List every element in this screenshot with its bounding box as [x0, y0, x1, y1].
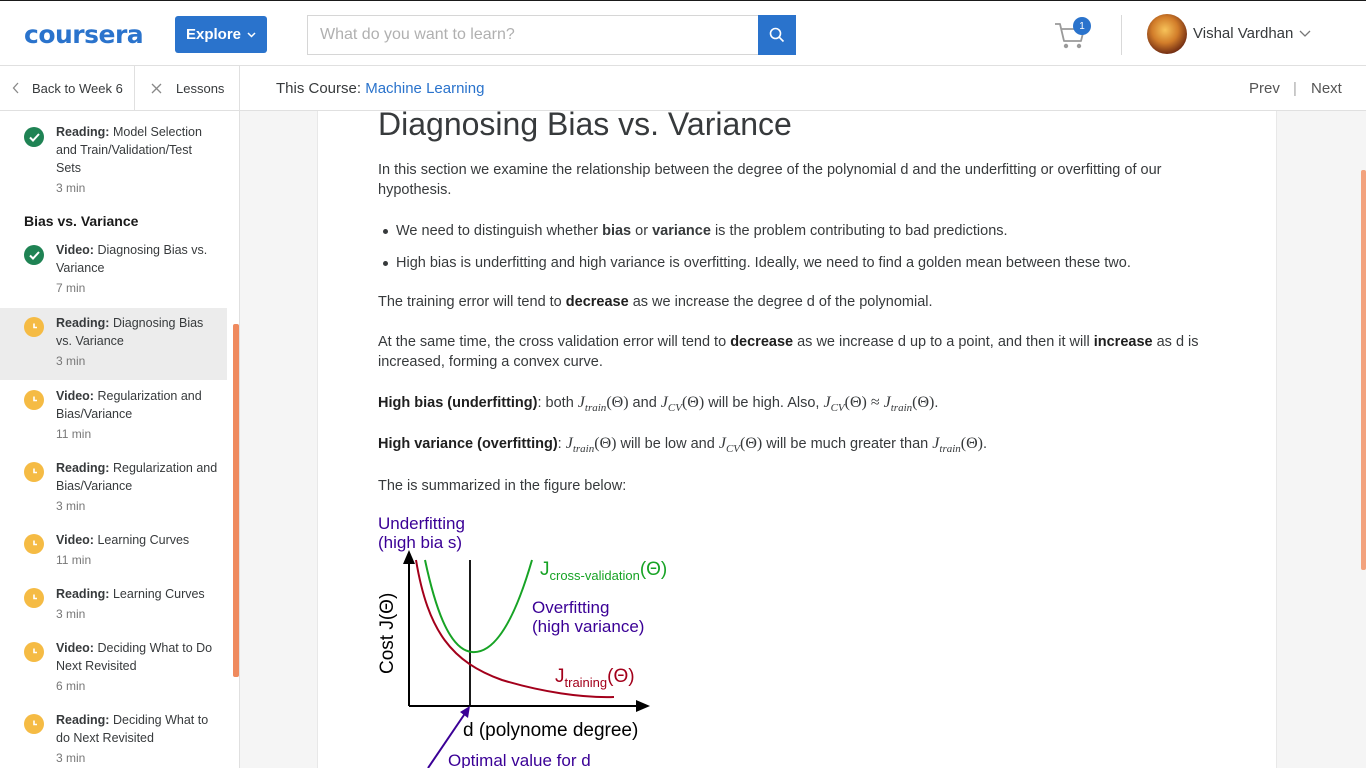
sidebar-item-title: Video: Deciding What to Do Next Revisite… — [56, 641, 213, 673]
sidebar-item-duration: 3 min — [56, 607, 86, 621]
underfitting-sublabel: (high bia s) — [378, 533, 462, 552]
training-label: Jtraining(Θ) — [555, 666, 635, 690]
avatar[interactable] — [1147, 14, 1187, 54]
check-circle-icon — [24, 245, 44, 265]
sidebar-item-duration: 3 min — [56, 751, 86, 765]
sidebar-item-title: Video: Learning Curves — [56, 533, 190, 547]
sidebar-item-duration: 11 min — [56, 427, 92, 441]
chevron-left-icon — [12, 82, 19, 94]
coursera-logo[interactable]: coursera — [24, 20, 144, 49]
lessons-toggle[interactable]: Lessons — [135, 66, 240, 110]
sidebar-item-duration: 3 min — [56, 354, 86, 368]
clock-icon — [24, 390, 44, 410]
cv-error-paragraph: At the same time, the cross validation e… — [378, 334, 1199, 370]
sidebar-item-learning-curves-video[interactable]: Video: Learning Curves 11 min — [0, 531, 227, 575]
page-title: Diagnosing Bias vs. Variance — [378, 106, 792, 142]
sidebar-item-title: Reading: Learning Curves — [56, 587, 205, 601]
close-icon — [151, 83, 162, 93]
search-input[interactable] — [307, 15, 758, 55]
search-icon — [769, 27, 785, 43]
clock-icon — [24, 588, 44, 608]
course-name-link[interactable]: Machine Learning — [365, 80, 485, 97]
training-error-paragraph: The training error will tend to decrease… — [378, 294, 933, 310]
back-to-week-link[interactable]: Back to Week 6 — [0, 66, 135, 110]
explore-button[interactable]: Explore — [175, 16, 267, 53]
explore-label: Explore — [185, 26, 242, 43]
training-curve — [415, 559, 615, 699]
header-divider — [1121, 15, 1122, 55]
back-to-week-label: Back to Week 6 — [32, 80, 123, 96]
cv-label: Jcross-validation(Θ) — [540, 559, 667, 583]
sidebar-item-title: Video: Diagnosing Bias vs. Variance — [56, 243, 208, 275]
sidebar-item-deciding-reading[interactable]: Reading: Deciding What to do Next Revisi… — [0, 711, 227, 768]
optimal-arrow-line — [427, 711, 467, 768]
page-scrollbar[interactable] — [1361, 170, 1366, 570]
clock-icon — [24, 317, 44, 337]
bias-variance-figure: Underfitting (high bia s) Jcross-validat… — [377, 514, 667, 768]
summary-paragraph: The is summarized in the figure below: — [378, 478, 627, 494]
bullet-item: We need to distinguish whether bias or v… — [378, 221, 1218, 241]
chevron-down-icon[interactable] — [1299, 28, 1311, 38]
y-axis-arrow — [403, 550, 415, 564]
clock-icon — [24, 642, 44, 662]
sidebar-item-regularization-video[interactable]: Video: Regularization and Bias/Variance … — [0, 387, 227, 449]
user-name[interactable]: Vishal Vardhan — [1193, 25, 1294, 42]
cv-curve — [424, 559, 533, 654]
sidebar-item-duration: 6 min — [56, 679, 86, 693]
y-axis-label: Cost J(Θ) — [377, 593, 398, 674]
overfitting-sublabel: (high variance) — [532, 617, 644, 636]
next-link[interactable]: Next — [1311, 80, 1342, 97]
clock-icon — [24, 714, 44, 734]
clock-icon — [24, 534, 44, 554]
sidebar-item-title: Reading: Model Selection and Train/Valid… — [56, 125, 202, 175]
overfitting-label: Overfitting — [532, 598, 609, 617]
cart-count-badge: 1 — [1073, 17, 1091, 35]
optimal-value-label: Optimal value for d — [448, 751, 591, 768]
intro-paragraph: In this section we examine the relations… — [378, 162, 1162, 198]
sidebar-item-regularization-reading[interactable]: Reading: Regularization and Bias/Varianc… — [0, 459, 227, 521]
course-subnav: Back to Week 6 Lessons This Course: Mach… — [0, 66, 1366, 111]
top-header: coursera Explore 1 Vishal Vardhan — [0, 0, 1366, 66]
nav-separator: | — [1293, 80, 1297, 97]
reading-content — [317, 111, 1277, 768]
sidebar-item-deciding-video[interactable]: Video: Deciding What to Do Next Revisite… — [0, 639, 227, 701]
sidebar-item-model-selection-reading[interactable]: Reading: Model Selection and Train/Valid… — [0, 123, 227, 203]
sidebar-item-diagnosing-video[interactable]: Video: Diagnosing Bias vs. Variance 7 mi… — [0, 241, 227, 303]
x-axis-arrow — [636, 700, 650, 712]
optimal-arrow-head — [460, 706, 470, 718]
sidebar-item-duration: 11 min — [56, 553, 92, 567]
sidebar-item-title: Reading: Deciding What to do Next Revisi… — [56, 713, 209, 745]
sidebar-item-title: Reading: Diagnosing Bias vs. Variance — [56, 316, 204, 348]
underfitting-label: Underfitting — [378, 514, 465, 533]
chevron-down-icon — [247, 31, 256, 38]
sidebar-item-duration: 3 min — [56, 499, 86, 513]
course-prefix: This Course: — [276, 80, 362, 97]
high-bias-paragraph: High bias (underfitting): both Jtrain(Θ)… — [378, 394, 939, 415]
section-title: Bias vs. Variance — [24, 213, 139, 229]
sidebar-item-title: Video: Regularization and Bias/Variance — [56, 389, 202, 421]
course-breadcrumb: This Course: Machine Learning — [276, 80, 484, 97]
prev-link[interactable]: Prev — [1249, 80, 1280, 97]
sidebar-item-title: Reading: Regularization and Bias/Varianc… — [56, 461, 218, 493]
sidebar-scroll-indicator[interactable] — [233, 324, 239, 677]
clock-icon — [24, 462, 44, 482]
bullet-item: High bias is underfitting and high varia… — [378, 253, 1218, 273]
lessons-label: Lessons — [176, 80, 225, 96]
sidebar-item-duration: 3 min — [56, 181, 86, 195]
sidebar-item-learning-curves-reading[interactable]: Reading: Learning Curves 3 min — [0, 585, 227, 629]
search-button[interactable] — [758, 15, 796, 55]
sidebar-item-duration: 7 min — [56, 281, 86, 295]
x-axis-label: d (polynome degree) — [463, 720, 638, 741]
lesson-sidebar: Reading: Model Selection and Train/Valid… — [0, 111, 240, 768]
sidebar-item-diagnosing-reading[interactable]: Reading: Diagnosing Bias vs. Variance 3 … — [0, 308, 227, 380]
check-circle-icon — [24, 127, 44, 147]
high-variance-paragraph: High variance (overfitting): Jtrain(Θ) w… — [378, 435, 988, 456]
